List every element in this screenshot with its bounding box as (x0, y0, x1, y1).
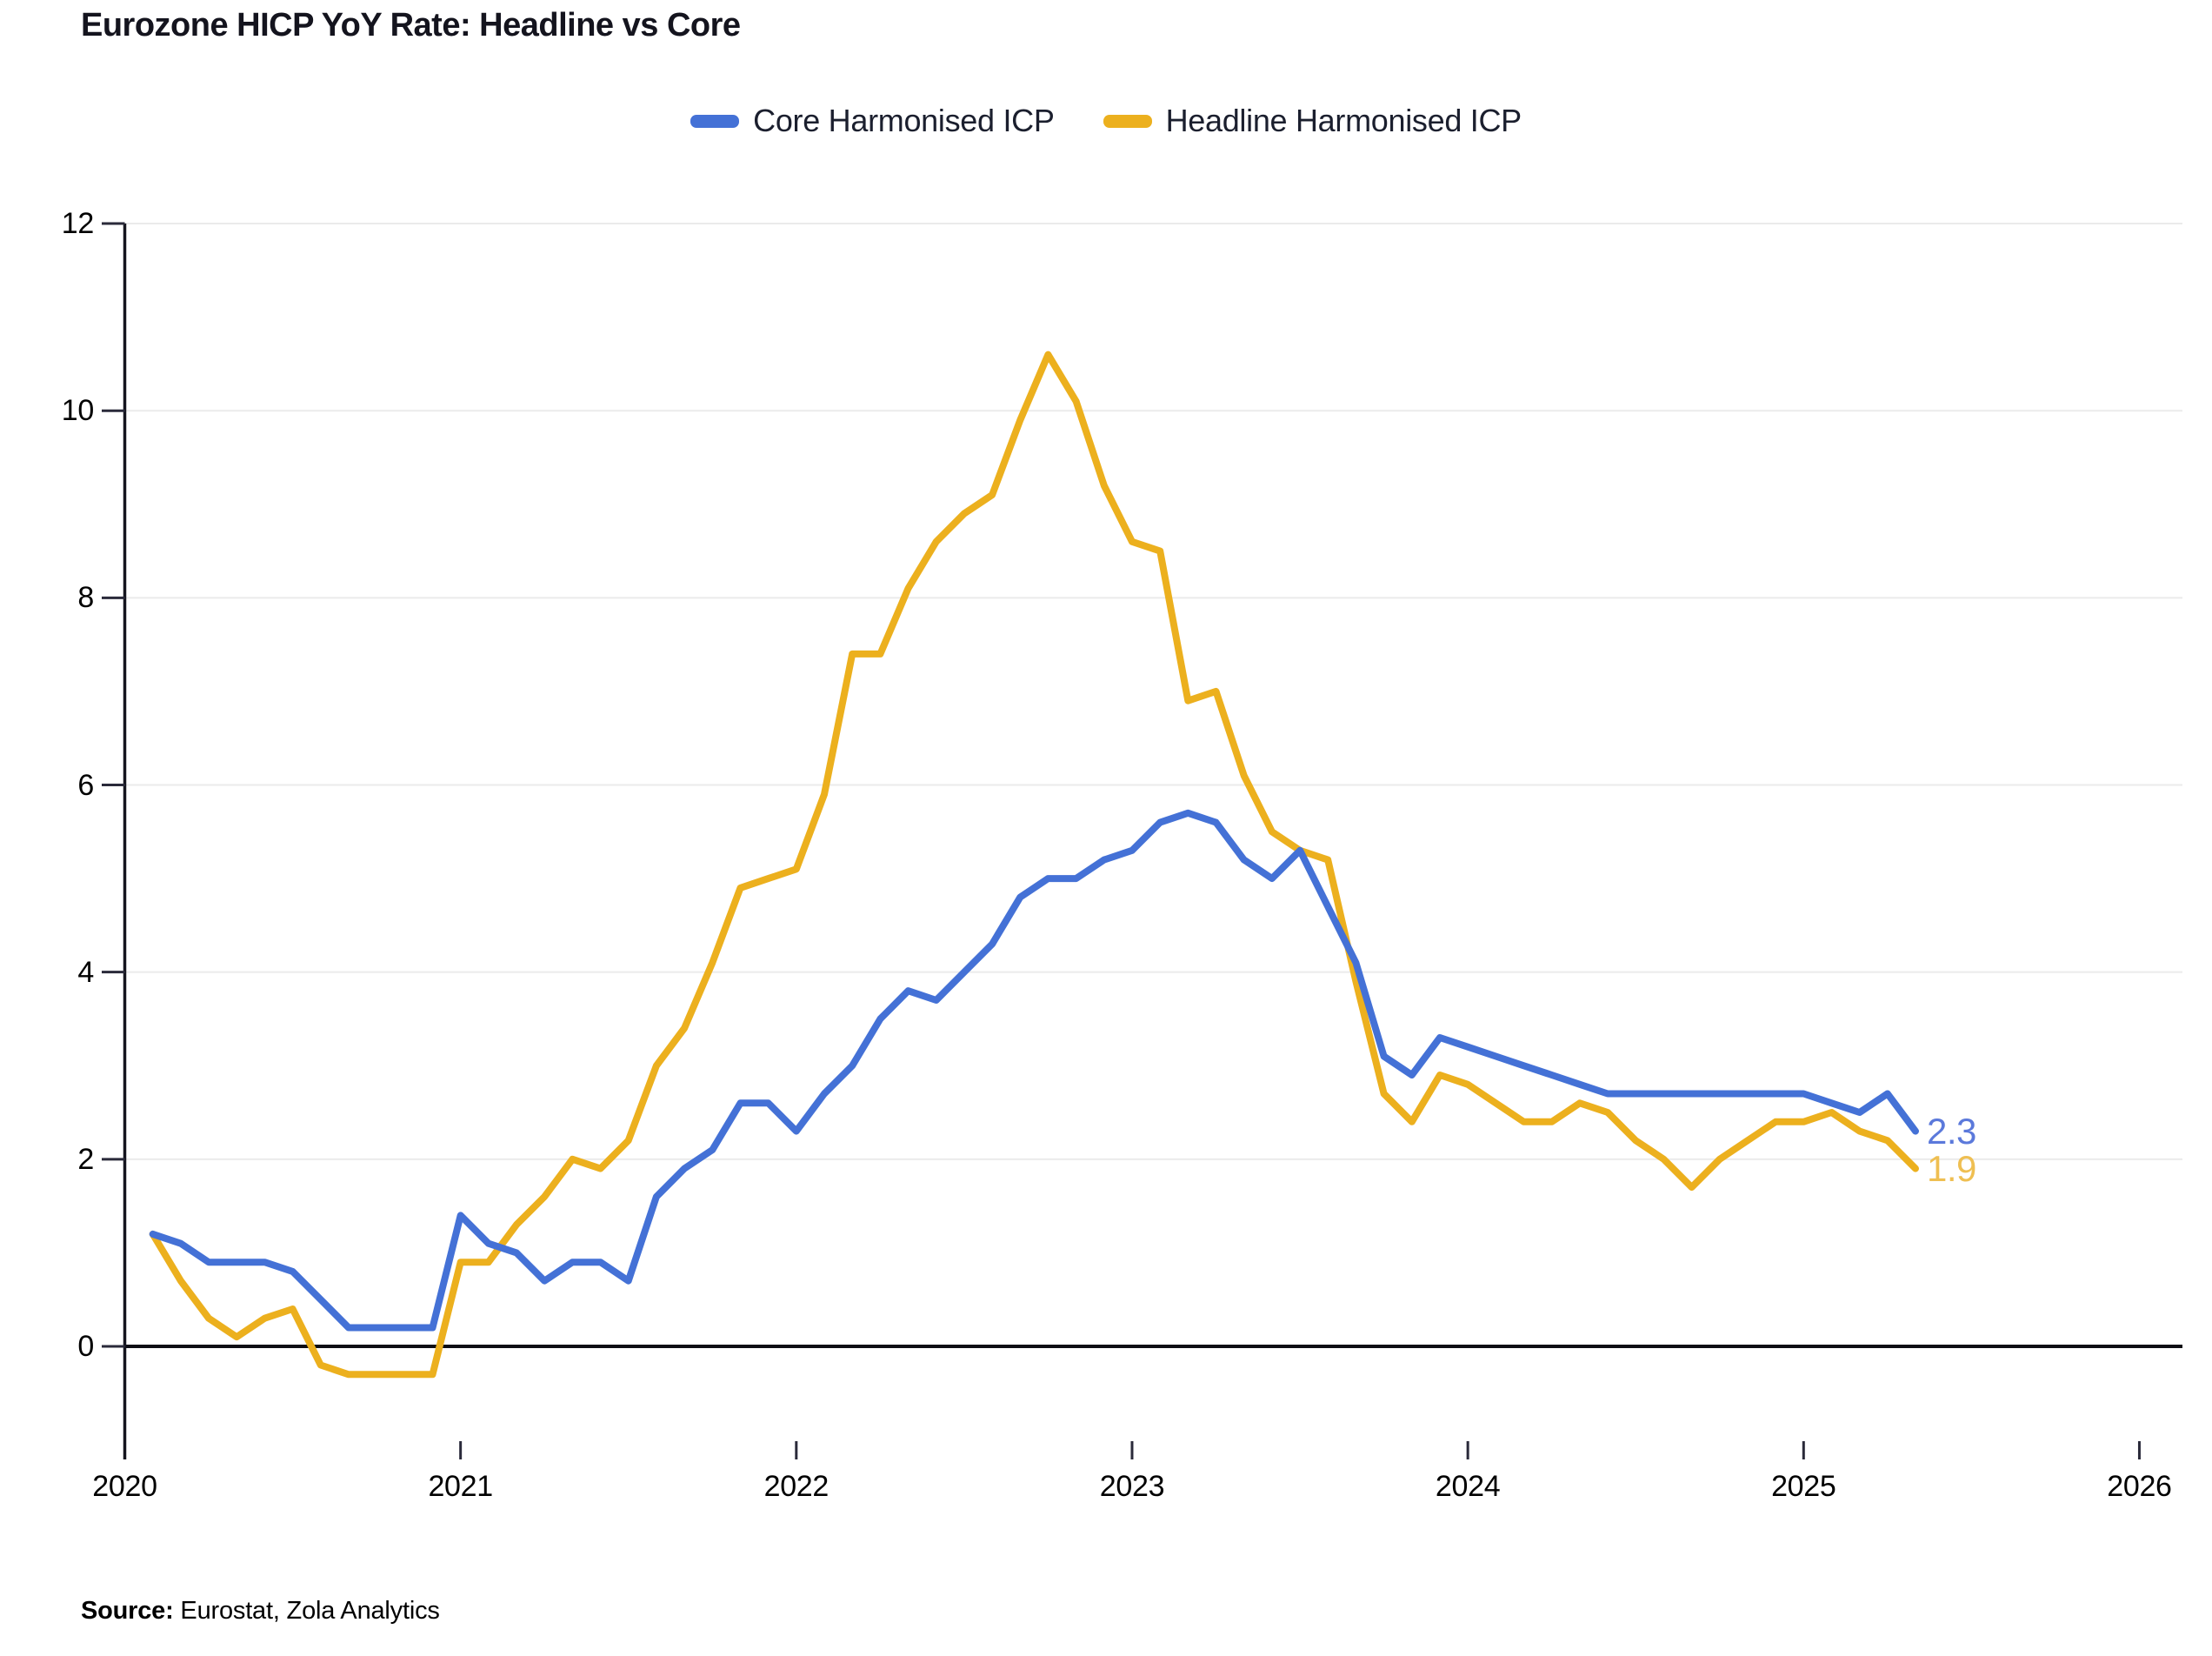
headline-series-swatch-icon (1103, 114, 1152, 128)
legend-label-headline: Headline Harmonised ICP (1165, 103, 1522, 138)
x-tick-label: 2025 (1771, 1470, 1836, 1503)
y-tick-label: 2 (77, 1142, 94, 1176)
source-text: Eurostat, Zola Analytics (173, 1597, 440, 1625)
x-tick-label: 2026 (2107, 1470, 2172, 1503)
headline-line (149, 351, 1919, 1379)
legend: Core Harmonised ICP Headline Harmonised … (0, 103, 2212, 139)
y-tick-label: 6 (77, 768, 94, 802)
core-line (149, 809, 1919, 1332)
y-tick-label: 8 (77, 581, 94, 615)
legend-item-headline: Headline Harmonised ICP (1103, 103, 1522, 139)
y-tick-label: 12 (61, 207, 95, 241)
x-tick-label: 2021 (428, 1470, 493, 1503)
core-end-value-label: 2.3 (1927, 1110, 1976, 1152)
chart-title: Eurozone HICP YoY Rate: Headline vs Core (81, 7, 741, 43)
x-tick-label: 2024 (1435, 1470, 1501, 1503)
core-series-swatch-icon (690, 114, 740, 128)
x-tick-label: 2023 (1099, 1470, 1165, 1503)
legend-label-core: Core Harmonised ICP (753, 103, 1055, 138)
x-tick-label: 2022 (763, 1470, 830, 1503)
source-note: Source: Eurostat, Zola Analytics (81, 1597, 440, 1626)
y-tick-label: 0 (77, 1330, 94, 1363)
x-tick-label: 2020 (92, 1470, 157, 1503)
legend-item-core: Core Harmonised ICP (690, 103, 1055, 139)
headline-end-value-label: 1.9 (1927, 1147, 1976, 1189)
y-tick-label: 10 (61, 394, 95, 428)
source-prefix: Source: (81, 1597, 174, 1625)
y-tick-label: 4 (77, 955, 94, 989)
